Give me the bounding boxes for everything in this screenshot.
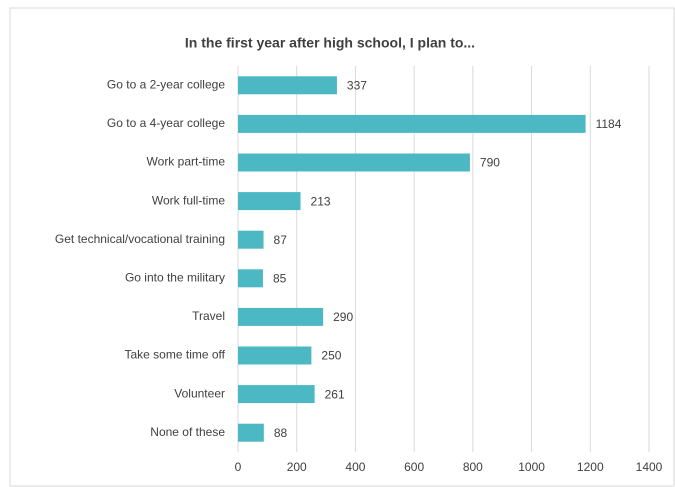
x-tick-label: 1200 [577,460,604,474]
y-tick-label: Go to a 4-year college [107,116,225,130]
data-label: 261 [325,387,345,401]
data-label: 250 [321,349,341,363]
x-tick-label: 1000 [518,460,545,474]
y-tick-label: Work part-time [147,155,226,169]
y-tick-label: Go into the military [125,270,225,284]
data-label: 213 [311,194,331,208]
bar [238,269,263,288]
data-label: 790 [480,156,500,170]
bar [238,230,264,249]
x-tick-label: 800 [463,460,483,474]
x-tick-label: 0 [235,460,242,474]
y-tick-label: Take some time off [125,348,226,362]
y-tick-label: Volunteer [174,386,225,400]
y-tick-label: Travel [192,309,225,323]
y-tick-label: None of these [150,425,225,439]
bar [238,114,586,133]
bar [238,192,301,211]
x-tick-label: 1400 [636,460,663,474]
y-tick-label: Go to a 2-year college [107,77,225,91]
data-label: 85 [273,271,287,285]
bar [238,346,312,365]
y-tick-label: Work full-time [152,193,225,207]
data-label: 290 [333,310,353,324]
x-tick-label: 400 [345,460,365,474]
data-label: 1184 [596,117,622,131]
x-tick-label: 200 [287,460,307,474]
data-label: 87 [274,233,288,247]
data-label: 88 [274,426,288,440]
bar [238,76,337,95]
chart-border [9,7,675,487]
x-tick-label: 600 [404,460,424,474]
bar [238,385,315,404]
y-tick-label: Get technical/vocational training [55,232,225,246]
bar [238,423,264,442]
chart-title: In the first year after high school, I p… [185,35,475,51]
bar [238,153,470,172]
bar [238,307,324,326]
data-label: 337 [347,78,367,92]
